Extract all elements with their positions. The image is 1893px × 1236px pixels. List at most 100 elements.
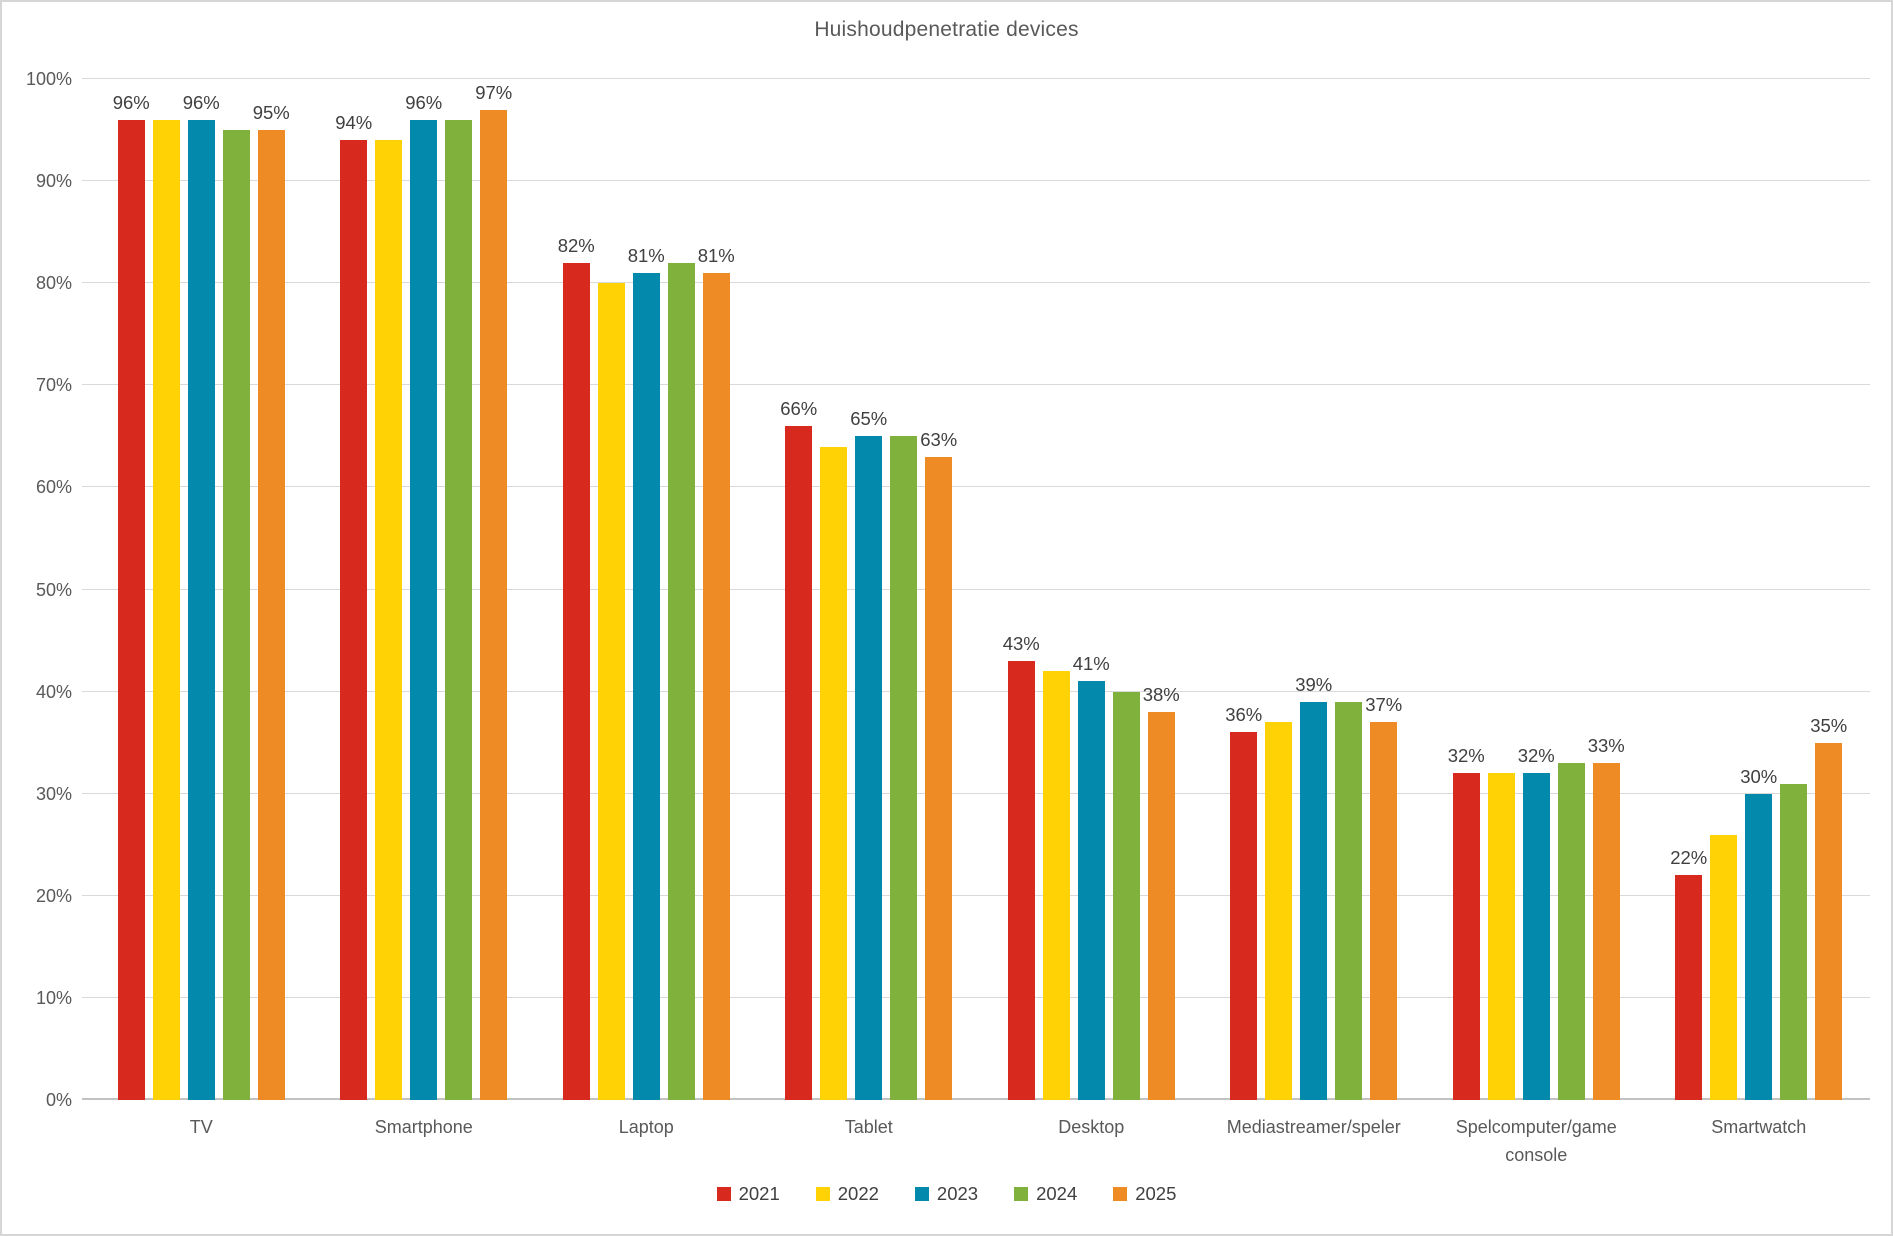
chart-title: Huishoudpenetratie devices xyxy=(814,18,1079,41)
bar-value-label: 81% xyxy=(697,245,735,266)
bar-smartwatch-2021: 22% xyxy=(1670,847,1707,1100)
x-axis-label-smartwatch: Smartwatch xyxy=(1648,1114,1871,1170)
bar-value-label: 36% xyxy=(1225,704,1263,726)
bar-group-tv: 96% 96% 95% xyxy=(90,79,313,1100)
bar-value-label: 63% xyxy=(920,428,958,450)
y-axis-tick-label: 70% xyxy=(35,375,72,396)
gridline xyxy=(82,282,1870,284)
bar-value-label: 96% xyxy=(112,91,150,113)
bar-spelcomputer-game-console-2024 xyxy=(1557,763,1585,1100)
x-axis-label-laptop: Laptop xyxy=(535,1114,758,1170)
bar-desktop-2023: 41% xyxy=(1073,653,1110,1100)
gridline xyxy=(82,792,1870,794)
legend-item-2022: 2022 xyxy=(815,1183,879,1205)
bar-value-label: 30% xyxy=(1740,765,1778,787)
bar-spelcomputer-game-console-2025: 33% xyxy=(1588,735,1625,1100)
bar-group-smartwatch: 22% 30% 35% xyxy=(1648,79,1871,1100)
bar-smartphone-2024 xyxy=(445,119,473,1100)
bar-tv-2022 xyxy=(152,119,180,1100)
bar-spelcomputer-game-console-2023: 32% xyxy=(1518,745,1555,1100)
bar-tablet-2023: 65% xyxy=(850,408,887,1100)
bar-laptop-2024 xyxy=(667,262,695,1100)
bar-group-laptop: 82% 81% 81% xyxy=(535,79,758,1100)
bar-desktop-2021: 43% xyxy=(1003,633,1040,1100)
bar-smartphone-2021: 94% xyxy=(335,112,372,1100)
legend-item-2023: 2023 xyxy=(914,1183,979,1205)
bar-laptop-2021: 82% xyxy=(558,235,595,1100)
legend-swatch-icon xyxy=(914,1187,929,1201)
x-axis-labels: TV Smartphone Laptop Tablet Desktop Mediastre… xyxy=(90,1114,1870,1170)
x-axis-label-text: Spelcomputer/game console xyxy=(1455,1117,1617,1165)
y-axis-tick-label: 0% xyxy=(45,1090,72,1110)
gridline xyxy=(82,996,1870,998)
bar-mediastreamer-speler-2025: 37% xyxy=(1365,694,1402,1100)
bar-smartphone-2025: 97% xyxy=(475,82,512,1100)
bar-group-spelcomputer-game-console: 32% 32% 33% xyxy=(1425,79,1648,1100)
y-axis-tick-label: 50% xyxy=(35,579,72,600)
bar-value-label: 22% xyxy=(1670,847,1708,869)
bar-laptop-2025: 81% xyxy=(698,245,735,1100)
bar-mediastreamer-speler-2022 xyxy=(1265,722,1293,1100)
bar-smartphone-2023: 96% xyxy=(405,92,442,1100)
bar-laptop-2023: 81% xyxy=(628,245,665,1100)
bar-value-label: 32% xyxy=(1517,745,1555,767)
bar-desktop-2024 xyxy=(1112,691,1140,1100)
x-axis-label-text: Tablet xyxy=(844,1117,893,1137)
bar-value-label: 95% xyxy=(252,102,290,124)
bar-value-label: 38% xyxy=(1142,684,1180,706)
bar-tv-2025: 95% xyxy=(253,102,290,1100)
bar-value-label: 81% xyxy=(627,245,665,266)
bar-spelcomputer-game-console-2022 xyxy=(1487,773,1515,1100)
plot-area: 0% 10% 20% 30% 40% 50% 60% 70% 80% 90% 100% 96% 96% 9… xyxy=(26,69,1870,1110)
x-axis-line xyxy=(82,1098,1870,1100)
y-axis-tick-label: 20% xyxy=(35,885,72,906)
x-axis-label-text: TV xyxy=(189,1117,213,1137)
bar-value-label: 33% xyxy=(1587,735,1625,757)
gridline xyxy=(82,384,1870,386)
bar-value-label: 35% xyxy=(1810,714,1848,736)
y-axis-tick-label: 90% xyxy=(35,171,72,192)
legend-swatch-icon xyxy=(1014,1187,1029,1201)
bar-group-smartphone: 94% 96% 97% xyxy=(313,79,536,1100)
x-axis-label-text: Smartwatch xyxy=(1711,1117,1807,1137)
bar-mediastreamer-speler-2021: 36% xyxy=(1225,704,1262,1100)
bar-value-label: 94% xyxy=(335,112,373,134)
bar-tv-2021: 96% xyxy=(113,92,150,1100)
legend: 2021 2022 2023 2024 2025 xyxy=(2,1183,1891,1205)
y-axis-tick-label: 100% xyxy=(25,69,72,89)
bar-value-label: 43% xyxy=(1002,632,1040,654)
bar-spelcomputer-game-console-2021: 32% xyxy=(1448,745,1485,1100)
x-axis-label-spelcomputer-game-console: Spelcomputer/game console xyxy=(1425,1114,1648,1170)
bar-smartphone-2022 xyxy=(375,140,403,1100)
legend-label: 2024 xyxy=(1036,1183,1078,1204)
y-axis-tick-label: 60% xyxy=(35,477,72,498)
gridline xyxy=(82,486,1870,488)
bar-value-label: 41% xyxy=(1072,653,1110,675)
bar-value-label: 82% xyxy=(557,234,595,256)
gridline xyxy=(82,78,1870,79)
bar-value-label: 32% xyxy=(1447,745,1485,767)
bar-laptop-2022 xyxy=(597,283,625,1100)
y-axis-tick-label: 30% xyxy=(35,783,72,804)
legend-swatch-icon xyxy=(1113,1187,1128,1201)
bar-value-label: 97% xyxy=(475,81,513,103)
gridline xyxy=(82,690,1870,692)
bar-groups: 96% 96% 95% 94% 96% 97% 82% 81% 81% 66% 65% 63% 43% 4… xyxy=(90,79,1870,1100)
gridline xyxy=(82,588,1870,590)
x-axis-label-smartphone: Smartphone xyxy=(313,1114,536,1170)
legend-item-2024: 2024 xyxy=(1014,1183,1077,1205)
bar-mediastreamer-speler-2023: 39% xyxy=(1295,674,1332,1100)
legend-label: 2023 xyxy=(936,1183,979,1204)
bar-value-label: 37% xyxy=(1365,694,1403,716)
bar-tablet-2021: 66% xyxy=(780,398,817,1100)
bar-value-label: 39% xyxy=(1295,673,1333,695)
bar-smartwatch-2023: 30% xyxy=(1740,766,1777,1100)
x-axis-label-text: Laptop xyxy=(618,1117,674,1137)
gridline xyxy=(82,180,1870,182)
x-axis-label-desktop: Desktop xyxy=(980,1114,1203,1170)
bar-value-label: 66% xyxy=(780,398,818,420)
bar-desktop-2025: 38% xyxy=(1143,684,1180,1100)
bar-smartwatch-2025: 35% xyxy=(1810,715,1847,1100)
bar-smartwatch-2024 xyxy=(1780,783,1808,1100)
legend-item-2025: 2025 xyxy=(1113,1183,1176,1205)
